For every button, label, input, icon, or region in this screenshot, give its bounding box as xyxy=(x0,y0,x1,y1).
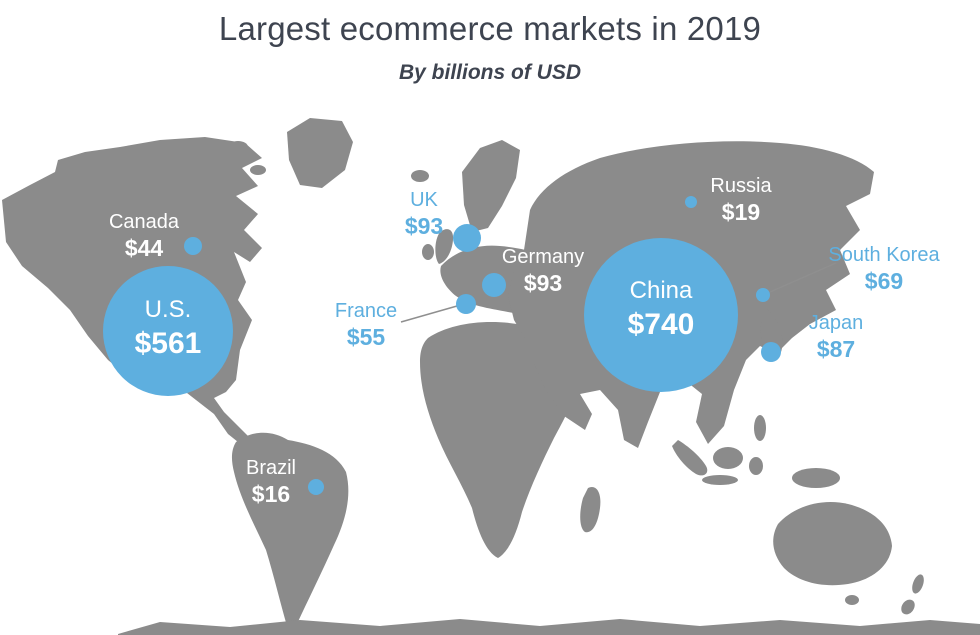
country-name: U.S. xyxy=(144,296,192,324)
bubble-marker-china xyxy=(584,238,738,392)
country-value: $44 xyxy=(124,235,164,262)
bubble-marker-russia xyxy=(685,196,697,208)
country-label-germany: Germany $93 xyxy=(502,245,584,297)
country-label-canada: Canada $44 xyxy=(109,210,179,262)
landmass-philippines xyxy=(754,415,766,441)
chart-title: Largest ecommerce markets in 2019 xyxy=(218,10,762,47)
landmass-iceland xyxy=(411,170,429,182)
country-value: $16 xyxy=(251,481,291,508)
landmass-tasmania xyxy=(845,595,859,605)
country-label-brazil: Brazil $16 xyxy=(246,456,296,508)
chart-subtitle: By billions of USD xyxy=(398,61,581,84)
country-name: France xyxy=(334,299,398,322)
country-name: Japan xyxy=(808,311,864,334)
country-label-japan: Japan $87 xyxy=(809,311,864,363)
bubble-marker-brazil xyxy=(308,479,324,495)
bubble-marker-south-korea xyxy=(756,288,770,302)
country-value: $55 xyxy=(346,324,386,351)
country-name: UK xyxy=(410,188,438,211)
landmass-sulawesi xyxy=(749,457,763,475)
country-value: $740 xyxy=(627,308,695,342)
country-value: $87 xyxy=(816,336,856,363)
country-name: Germany xyxy=(501,245,585,268)
country-value: $93 xyxy=(404,213,444,240)
country-label-uk: UK $93 xyxy=(405,188,443,240)
landmass-new-guinea xyxy=(792,468,840,488)
label-connector-south-korea xyxy=(769,262,837,293)
country-label-china: China $740 xyxy=(628,276,695,344)
landmass-arctic-island xyxy=(250,165,266,175)
landmass-great-britain xyxy=(435,229,454,264)
landmass-sumatra xyxy=(672,440,708,476)
country-name: Russia xyxy=(710,174,772,197)
country-name: South Korea xyxy=(828,243,940,266)
country-name: China xyxy=(629,277,693,305)
chart-header: Largest ecommerce markets in 2019 By bil… xyxy=(0,10,980,85)
country-label-france: France $55 xyxy=(335,299,397,351)
country-label-u-s: U.S. $561 xyxy=(135,295,202,363)
country-name: Brazil xyxy=(245,456,297,479)
country-value: $19 xyxy=(721,199,761,226)
country-value: $561 xyxy=(134,327,202,361)
country-label-russia: Russia $19 xyxy=(710,174,771,226)
country-value: $93 xyxy=(523,270,563,297)
landmass-scandinavia xyxy=(462,140,520,232)
label-connector-france xyxy=(400,305,458,323)
bubble-marker-japan xyxy=(761,342,781,362)
landmass-antarctica xyxy=(118,619,980,635)
country-name: Canada xyxy=(108,210,180,233)
landmass-ireland xyxy=(422,244,434,260)
landmass-greenland xyxy=(287,118,353,188)
landmass-madagascar xyxy=(580,486,601,533)
landmass-africa xyxy=(420,322,581,558)
bubble-marker-canada xyxy=(184,237,202,255)
landmass-new-zealand xyxy=(901,599,915,615)
landmass-new-zealand xyxy=(912,574,924,594)
bubble-marker-france xyxy=(456,294,476,314)
bubble-marker-germany xyxy=(482,273,506,297)
country-label-south-korea: South Korea $69 xyxy=(828,243,939,295)
landmass-borneo xyxy=(713,447,743,469)
country-value: $69 xyxy=(864,268,904,295)
landmass-australia xyxy=(773,502,892,586)
bubble-marker-u-s xyxy=(103,266,233,396)
bubble-marker-uk xyxy=(453,224,481,252)
landmass-java xyxy=(702,475,738,485)
